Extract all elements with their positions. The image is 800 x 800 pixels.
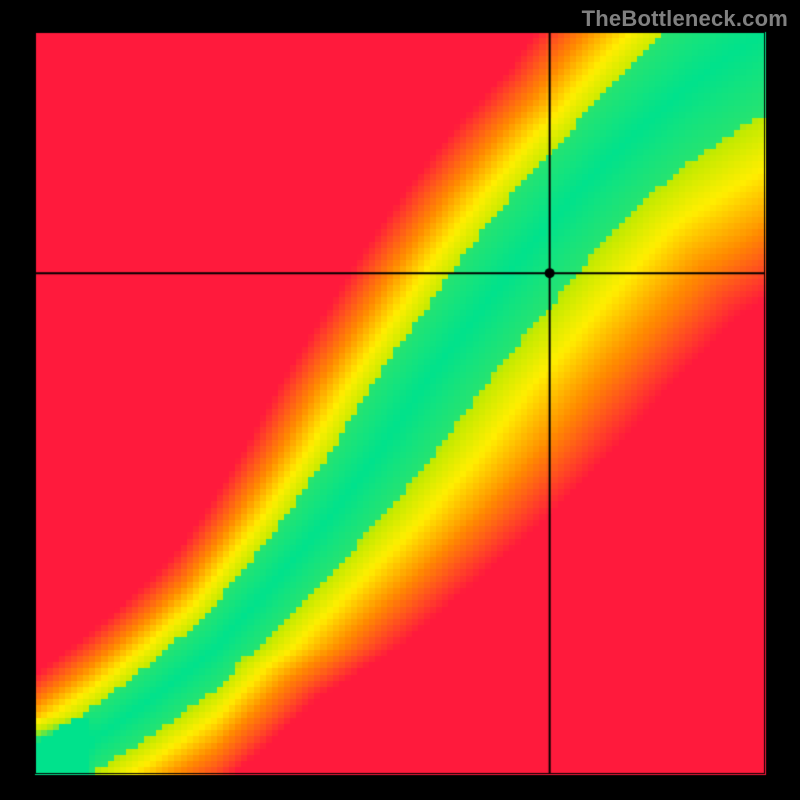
chart-container: TheBottleneck.com — [0, 0, 800, 800]
bottleneck-heatmap — [0, 0, 800, 800]
watermark-text: TheBottleneck.com — [582, 6, 788, 32]
